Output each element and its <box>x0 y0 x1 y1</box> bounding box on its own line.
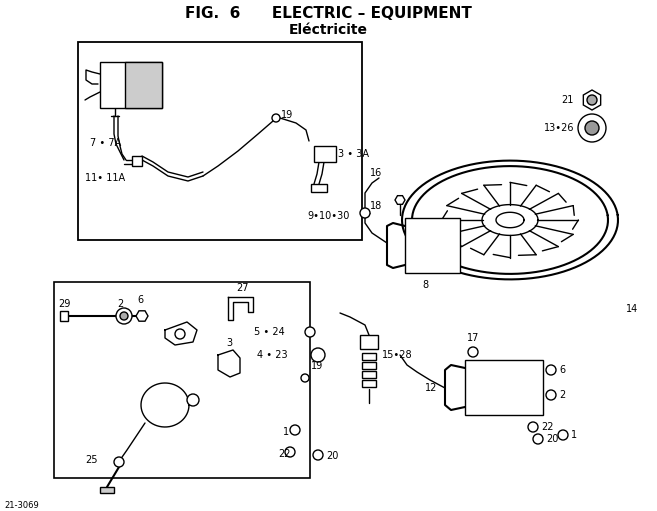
Bar <box>362 362 376 369</box>
Text: Eléctricite: Eléctricite <box>288 23 367 37</box>
Circle shape <box>546 390 556 400</box>
Circle shape <box>272 114 280 122</box>
Bar <box>311 184 327 192</box>
Bar <box>54 282 310 478</box>
Polygon shape <box>136 311 148 321</box>
Text: 20: 20 <box>546 434 558 444</box>
Text: 21-3069: 21-3069 <box>4 500 39 509</box>
Text: 16: 16 <box>370 168 382 178</box>
Bar <box>362 371 376 378</box>
Text: 17: 17 <box>467 333 479 343</box>
Text: 6: 6 <box>559 365 565 375</box>
Circle shape <box>301 374 309 382</box>
Text: 20: 20 <box>326 451 338 461</box>
Text: 3 • 3A: 3 • 3A <box>338 149 369 159</box>
Bar <box>100 487 114 493</box>
Text: 22: 22 <box>541 422 553 432</box>
Circle shape <box>578 114 606 142</box>
Text: 2: 2 <box>117 299 124 309</box>
Circle shape <box>285 447 295 457</box>
Circle shape <box>533 434 543 444</box>
Text: 4 • 23: 4 • 23 <box>258 350 288 360</box>
Text: 27: 27 <box>236 283 248 293</box>
Text: 6: 6 <box>137 295 143 305</box>
Bar <box>465 360 543 415</box>
Circle shape <box>290 425 300 435</box>
Text: 1: 1 <box>571 430 577 440</box>
Text: 11• 11A: 11• 11A <box>85 173 125 183</box>
Bar <box>60 311 68 321</box>
Circle shape <box>311 348 325 362</box>
Circle shape <box>313 450 323 460</box>
Bar <box>360 335 378 349</box>
Bar <box>125 62 162 108</box>
Circle shape <box>175 329 185 339</box>
Text: 19: 19 <box>281 110 293 120</box>
Circle shape <box>187 394 199 406</box>
Bar <box>100 62 162 108</box>
Bar <box>362 380 376 387</box>
Circle shape <box>468 347 478 357</box>
Circle shape <box>585 121 599 135</box>
Text: 12: 12 <box>424 383 437 393</box>
Bar <box>314 146 336 162</box>
Text: 8: 8 <box>422 280 428 290</box>
Circle shape <box>114 457 124 467</box>
Circle shape <box>116 308 132 324</box>
Circle shape <box>305 327 315 337</box>
Bar <box>78 42 362 240</box>
Circle shape <box>587 95 597 105</box>
Text: 13•26: 13•26 <box>543 123 574 133</box>
Text: 22: 22 <box>278 449 290 459</box>
Text: 9•10•30: 9•10•30 <box>307 211 350 221</box>
Text: 19: 19 <box>311 361 323 371</box>
Circle shape <box>120 312 128 320</box>
Text: 14: 14 <box>626 304 638 314</box>
Text: 29: 29 <box>58 299 70 309</box>
Text: 15•28: 15•28 <box>382 350 413 360</box>
Polygon shape <box>583 90 600 110</box>
Bar <box>362 353 376 360</box>
Text: 1: 1 <box>283 427 289 437</box>
Text: 21: 21 <box>562 95 574 105</box>
Text: 5 • 24: 5 • 24 <box>254 327 285 337</box>
Text: 2: 2 <box>559 390 565 400</box>
Polygon shape <box>395 196 405 204</box>
Circle shape <box>360 208 370 218</box>
Text: 18: 18 <box>370 201 382 211</box>
Circle shape <box>546 365 556 375</box>
Text: 7 • 7A: 7 • 7A <box>90 138 122 148</box>
Bar <box>405 218 460 273</box>
Circle shape <box>558 430 568 440</box>
Text: FIG.  6      ELECTRIC – EQUIPMENT: FIG. 6 ELECTRIC – EQUIPMENT <box>185 7 472 21</box>
Bar <box>132 156 142 166</box>
Circle shape <box>528 422 538 432</box>
Text: 3: 3 <box>226 338 232 348</box>
Text: 25: 25 <box>85 455 97 465</box>
